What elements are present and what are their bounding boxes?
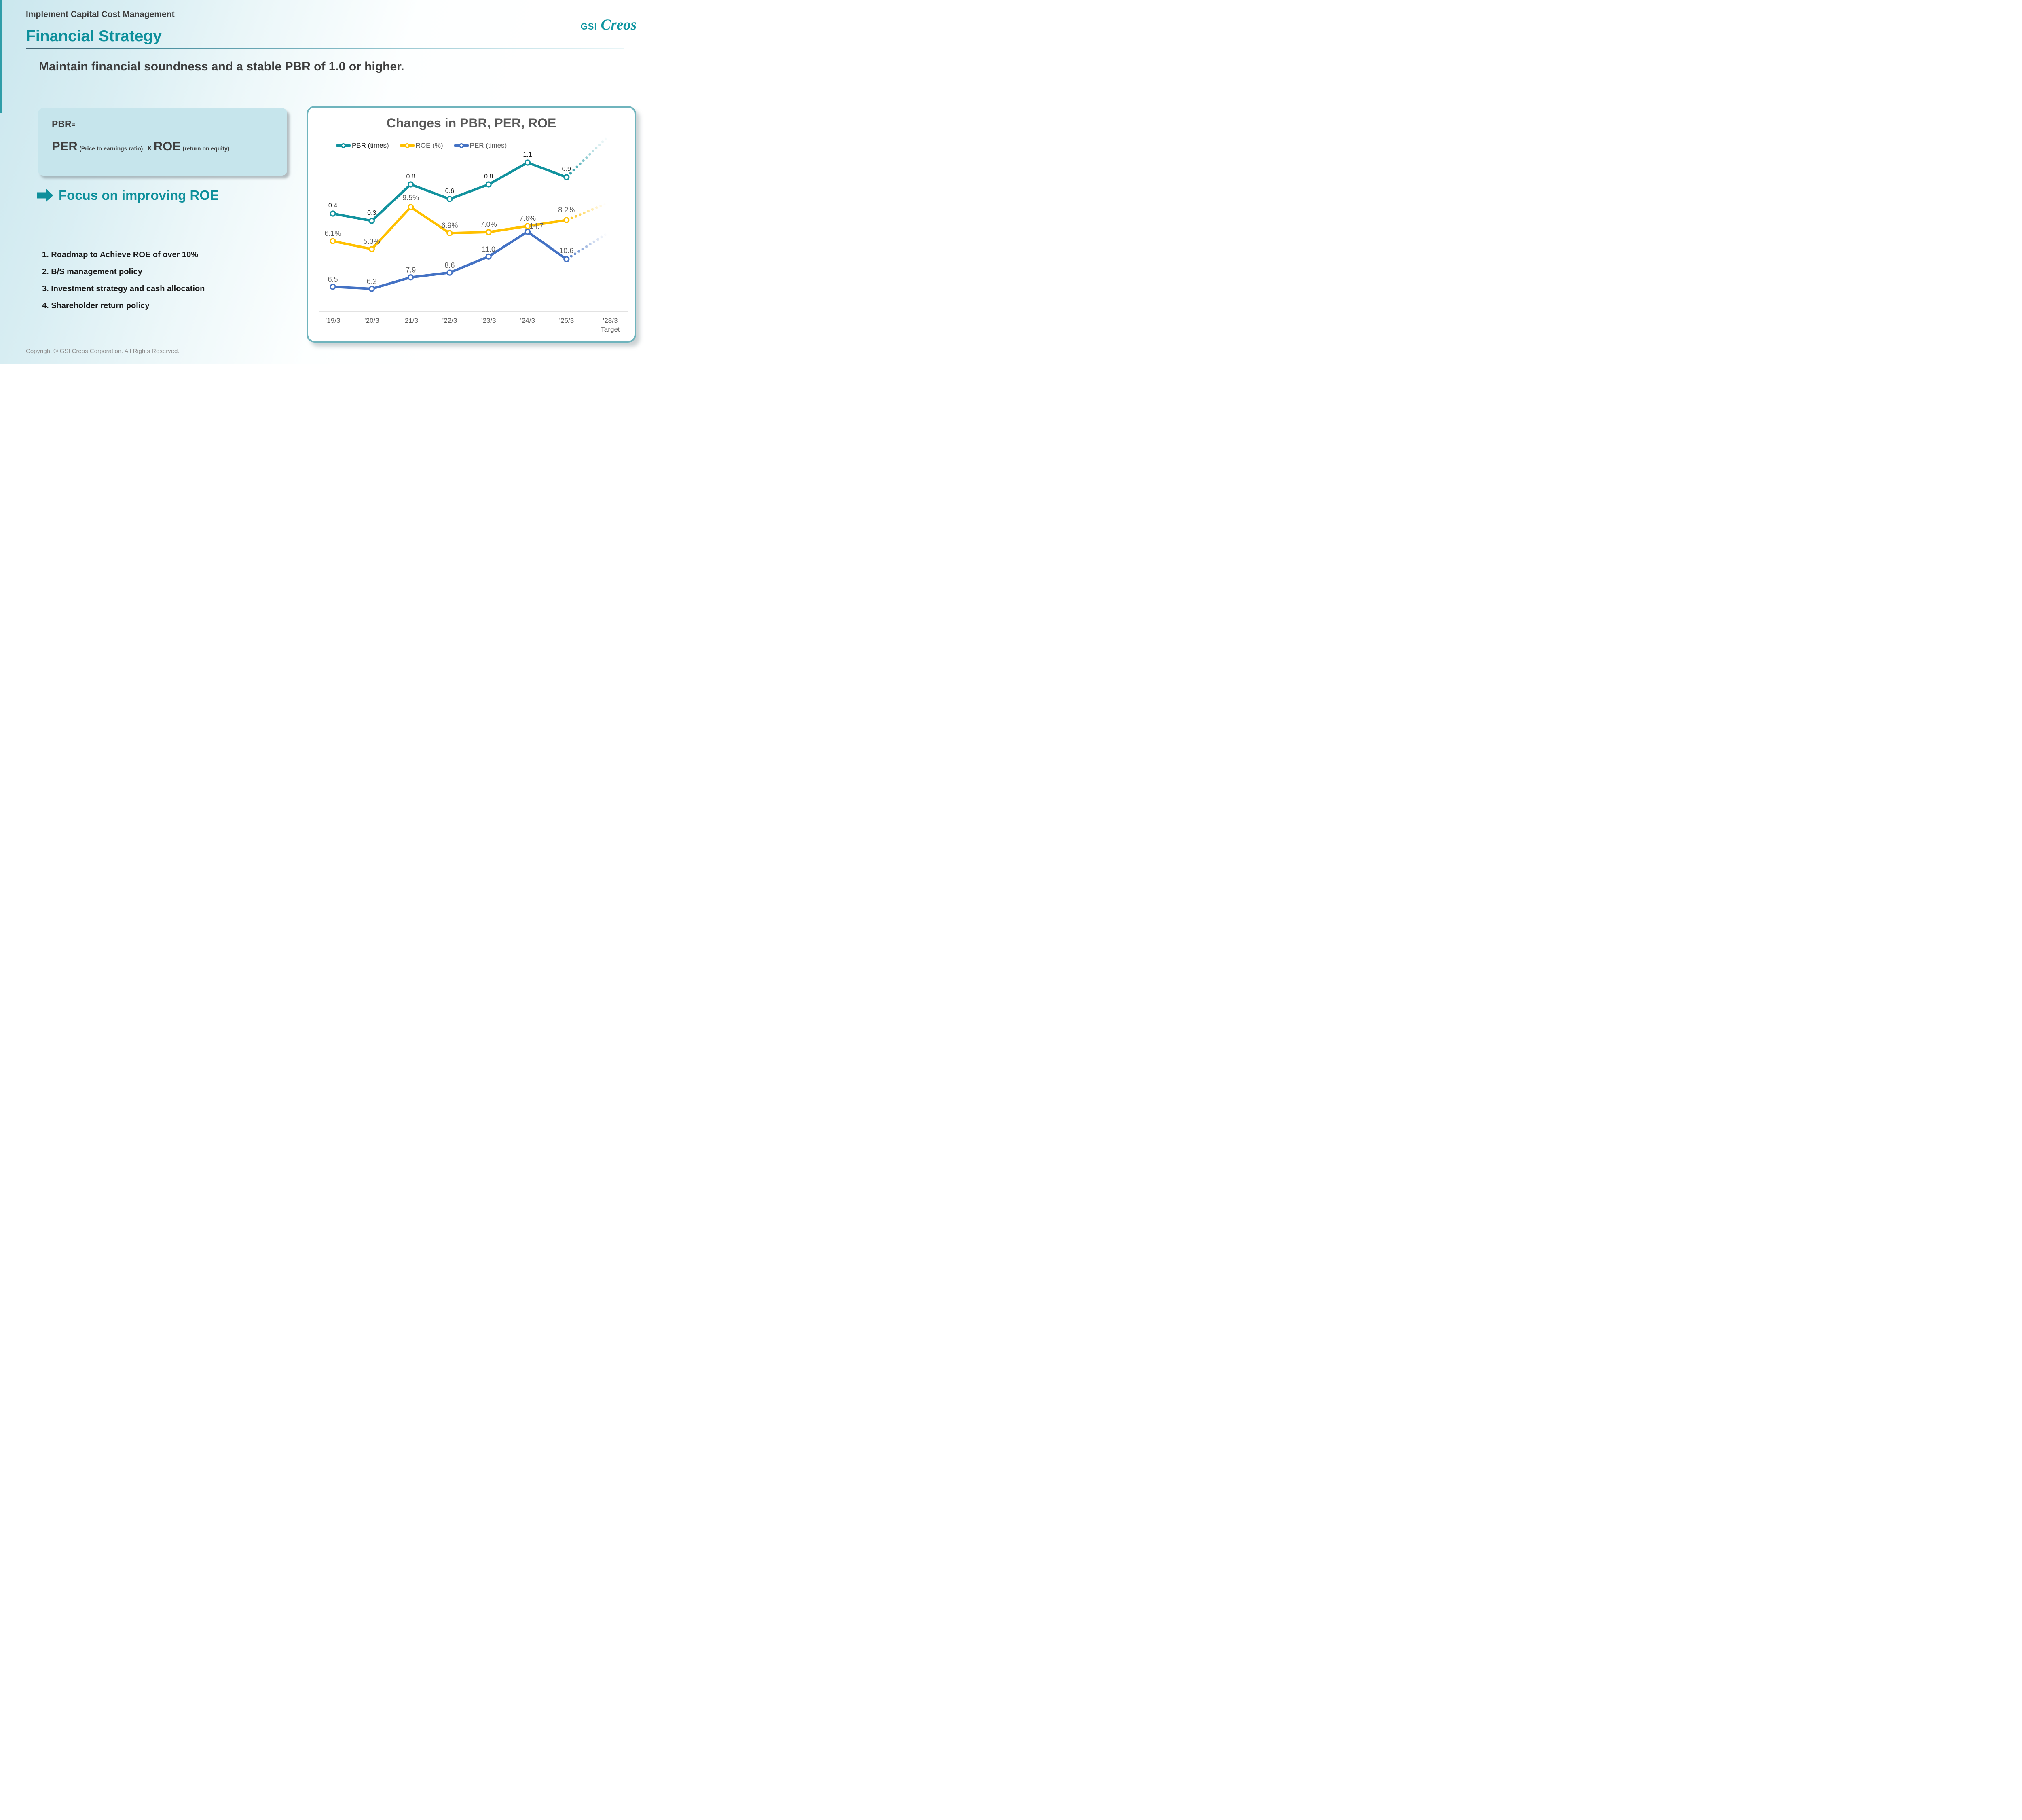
data-point-marker [330,238,336,244]
data-label: 7.6% [519,214,536,222]
data-point-marker [407,204,414,210]
data-label: 8.6 [444,261,455,269]
x-tick-label: ’28/3 Target [601,317,620,333]
legend-marker-icon [336,142,351,149]
legend-marker-icon [453,142,469,149]
data-label: 9.5% [402,194,419,202]
legend-item-roe: ROE (%) [399,142,443,150]
legend-marker-icon [399,142,415,149]
projection-dotted-line [570,232,608,258]
data-point-marker [407,181,414,188]
legend-item-pbr: PBR (times) [336,142,389,150]
formula-per-note: (Price to earnings ratio) [79,145,143,152]
data-point-marker [368,246,375,252]
data-point-marker [485,253,492,260]
section-kicker: Implement Capital Cost Management [26,10,175,19]
data-point-marker [368,218,375,224]
left-accent-bar [0,0,2,113]
data-label: 6.1% [324,229,341,237]
line-chart: ’19/3 ’20/3 ’21/3 ’22/3 ’23/3 ’24/3 ’25/3 ’28/3… [319,135,628,333]
data-label: 8.2% [558,206,575,214]
legend-label: PER (times) [470,142,507,149]
x-tick-label: ’20/3 [364,317,379,324]
data-point-marker [485,181,492,188]
x-tick-label: ’21/3 [403,317,418,324]
data-point-marker [563,256,570,262]
data-label: 7.9 [406,266,416,274]
data-label: 0.9 [562,166,571,173]
data-point-marker [485,229,492,235]
x-tick-label: ’19/3 [326,317,341,324]
list-item-2: 2. B/S management policy [42,267,142,276]
data-label: 0.8 [484,173,493,180]
data-label: 0.4 [328,202,337,209]
legend-item-per: PER (times) [453,142,507,150]
data-label: 10.6 [559,247,573,255]
legend-label: ROE (%) [415,142,443,149]
data-label: 11.0 [482,245,495,253]
logo-gsi-text: GSI [580,21,597,32]
projection-dotted-line [570,202,607,220]
data-point-marker [524,223,531,229]
data-point-marker [330,284,336,290]
agenda-list: 1. Roadmap to Achieve ROE of over 10% 2. … [42,246,205,314]
data-point-marker [524,159,531,166]
title-underline [26,48,624,49]
formula-pbr: PBR [52,119,72,129]
data-point-marker [407,274,414,281]
slide: Implement Capital Cost Management GSI Cr… [0,0,647,364]
data-label: 5.3% [364,237,380,245]
data-point-marker [446,269,453,276]
focus-label: Focus on improving ROE [59,188,219,203]
formula-per: PER [52,139,78,153]
data-label: 6.5 [328,275,338,284]
x-tick-label: ’23/3 [481,317,496,324]
legend-label: PBR (times) [352,142,389,149]
data-label: 0.6 [445,188,454,195]
data-point-marker [563,217,570,223]
data-point-marker [563,174,570,180]
pbr-formula-box: PBR= PER (Price to earnings ratio) x ROE… [38,108,287,176]
data-label: 14.7 [529,222,544,230]
x-tick-label: ’25/3 [559,317,574,324]
data-label: 1.1 [523,151,532,158]
chart-title: Changes in PBR, PER, ROE [386,116,556,130]
chart-legend: PBR (times) ROE (%) PER (times) [336,142,507,150]
data-label: 0.8 [406,173,415,180]
key-message: Maintain financial soundness and a stabl… [39,60,404,73]
logo-creos-text: Creos [601,17,637,33]
data-point-marker [446,230,453,236]
projection-dotted-line [569,135,609,175]
data-label: 6.9% [441,221,458,229]
x-tick-label: ’24/3 [520,317,535,324]
company-logo: GSI Creos [581,16,637,34]
data-label: 0.3 [367,210,376,216]
copyright-text: Copyright © GSI Creos Corporation. All R… [26,348,180,355]
chart-card: Changes in PBR, PER, ROE PBR (times) ROE … [307,106,636,343]
list-item-1: 1. Roadmap to Achieve ROE of over 10% [42,250,199,259]
formula-line-2: PER (Price to earnings ratio) x ROE (ret… [52,139,287,154]
list-item-3: 3. Investment strategy and cash allocati… [42,284,205,293]
list-item-4: 4. Shareholder return policy [42,301,150,310]
formula-roe-note: (return on equity) [182,145,230,152]
data-point-marker [446,196,453,202]
formula-line-1: PBR= [52,119,287,129]
data-point-marker [524,229,531,235]
data-label: 7.0% [480,220,497,229]
data-point-marker [368,286,375,292]
formula-roe: ROE [153,139,181,153]
data-label: 6.2 [367,277,377,286]
formula-times-x: x [147,143,152,152]
formula-equals: = [71,122,75,129]
x-tick-label: ’22/3 [442,317,457,324]
page-title: Financial Strategy [26,28,162,45]
data-point-marker [330,210,336,217]
focus-callout: Focus on improving ROE [37,188,219,203]
